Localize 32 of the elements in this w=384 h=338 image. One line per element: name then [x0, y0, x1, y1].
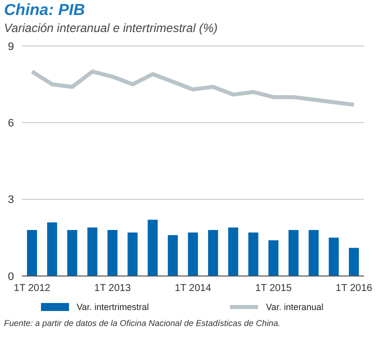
bar — [188, 232, 198, 276]
bar — [67, 230, 78, 276]
x-tick-label: 1T 2013 — [94, 283, 132, 294]
bar — [348, 248, 359, 276]
y-tick-label: 3 — [8, 194, 14, 206]
x-tick-label: 1T 2015 — [255, 283, 292, 294]
bar — [288, 230, 299, 276]
y-tick-label: 6 — [8, 118, 14, 130]
bar — [268, 240, 278, 276]
y-tick-label: 9 — [8, 40, 14, 53]
bar — [328, 238, 339, 276]
bar — [107, 230, 118, 276]
x-tick-label: 1T 2016 — [336, 283, 373, 294]
chart-title: China: PIB — [4, 2, 85, 20]
bar — [47, 222, 58, 276]
x-tick-label: 1T 2012 — [14, 283, 51, 294]
bar — [308, 230, 319, 276]
bar — [148, 220, 158, 276]
bar — [248, 232, 258, 276]
bar — [208, 230, 218, 276]
bar — [228, 227, 238, 276]
bar — [128, 232, 138, 276]
legend-label: Var. intertrimestral — [76, 302, 149, 312]
chart-subtitle: Variación interanual e intertrimestral (%) — [4, 21, 218, 35]
bar — [27, 230, 37, 276]
source-note: Fuente: a partir de datos de la Oficina Nacional de Estadísticas de China. — [4, 318, 280, 328]
legend-label: Var. interanual — [266, 302, 324, 312]
y-tick-label: 0 — [8, 270, 14, 283]
bar — [168, 235, 178, 276]
bar — [87, 227, 98, 276]
line-series — [30, 70, 356, 107]
x-tick-label: 1T 2014 — [174, 283, 212, 294]
